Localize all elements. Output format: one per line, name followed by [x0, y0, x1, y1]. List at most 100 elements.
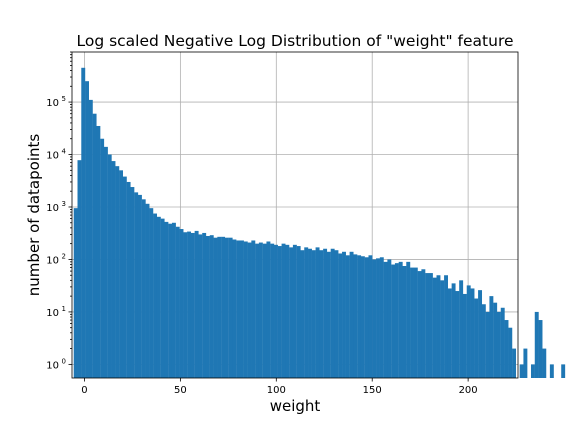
- histogram-bar: [331, 249, 335, 378]
- histogram-bar: [240, 240, 244, 378]
- histogram-bar: [293, 245, 297, 378]
- histogram-bar: [346, 255, 350, 378]
- histogram-bar: [270, 244, 274, 378]
- histogram-bar: [539, 320, 543, 378]
- histogram-bar: [403, 266, 407, 378]
- histogram-bar: [176, 227, 180, 378]
- histogram-bar: [297, 246, 301, 378]
- histogram-bar: [206, 236, 210, 378]
- histogram-bar: [248, 243, 252, 378]
- y-tick-base: 10: [46, 151, 59, 162]
- histogram-bar: [353, 254, 357, 378]
- y-tick-exponent: 0: [62, 357, 66, 365]
- histogram-bar: [157, 217, 161, 378]
- histogram-bar: [74, 208, 78, 378]
- histogram-bar: [357, 255, 361, 378]
- y-tick-exponent: 2: [62, 252, 66, 260]
- histogram-bar: [535, 312, 539, 378]
- histogram-bar: [214, 238, 218, 378]
- histogram-bar: [149, 208, 153, 378]
- histogram-bar: [455, 291, 459, 378]
- histogram-bar: [365, 257, 369, 378]
- histogram-bar: [138, 195, 142, 378]
- y-tick-base: 10: [46, 308, 59, 319]
- histogram-bar: [368, 255, 372, 378]
- histogram-bar: [221, 237, 225, 378]
- histogram-bar: [187, 232, 191, 378]
- histogram-bar: [459, 280, 463, 378]
- histogram-bar: [334, 250, 338, 378]
- histogram-bar: [316, 247, 320, 378]
- histogram-bar: [142, 199, 146, 378]
- histogram-bar: [478, 290, 482, 378]
- histogram-bar: [550, 364, 554, 378]
- histogram-bar: [85, 81, 89, 378]
- histogram-bar: [263, 244, 267, 378]
- histogram-bar: [448, 288, 452, 378]
- histogram-bar: [406, 262, 410, 378]
- histogram-bar: [387, 259, 391, 378]
- histogram-bar: [512, 349, 516, 378]
- histogram-bar: [437, 275, 441, 378]
- histogram-bar: [414, 268, 418, 378]
- histogram-bar: [198, 234, 202, 378]
- histogram-bar: [338, 253, 342, 378]
- y-tick-base: 10: [46, 98, 59, 109]
- histogram-bar: [508, 328, 512, 378]
- histogram-bar: [266, 241, 270, 378]
- histogram-bar: [327, 252, 331, 378]
- histogram-bar: [89, 100, 93, 378]
- histogram-bar: [486, 312, 490, 378]
- histogram-bar: [251, 240, 255, 378]
- histogram-bar: [384, 262, 388, 378]
- histogram-bar: [104, 147, 108, 378]
- histogram-bar: [542, 349, 546, 378]
- histogram-bar: [229, 238, 233, 378]
- histogram-bar: [391, 265, 395, 378]
- x-tick-label: 0: [81, 385, 87, 396]
- histogram-bar: [232, 240, 236, 378]
- histogram-bar: [471, 288, 475, 378]
- y-tick-exponent: 5: [62, 95, 66, 103]
- histogram-bar: [497, 312, 501, 378]
- histogram-bar: [452, 283, 456, 378]
- histogram-bar: [153, 214, 157, 378]
- chart-title: Log scaled Negative Log Distribution of …: [76, 32, 513, 50]
- histogram-bar: [274, 245, 278, 378]
- histogram-bar: [134, 192, 138, 378]
- histogram-bar: [444, 275, 448, 378]
- histogram-bar: [380, 257, 384, 378]
- x-tick-label: 200: [459, 385, 478, 396]
- x-axis-label: weight: [270, 397, 321, 415]
- histogram-bar: [100, 139, 104, 378]
- histogram-bar: [304, 247, 308, 378]
- histogram-bar: [81, 68, 85, 378]
- histogram-bar: [127, 182, 131, 378]
- x-tick-label: 50: [174, 385, 187, 396]
- y-tick-exponent: 1: [62, 305, 66, 313]
- histogram-bar: [319, 250, 323, 378]
- histogram-bar: [278, 246, 282, 378]
- histogram-bar: [342, 252, 346, 378]
- histogram-bar: [115, 166, 119, 378]
- histogram-bar: [489, 296, 493, 378]
- histogram-bar: [433, 278, 437, 378]
- histogram-bar: [410, 268, 414, 378]
- y-tick-base: 10: [46, 360, 59, 371]
- histogram-bar: [225, 238, 229, 378]
- histogram-bar: [191, 233, 195, 378]
- histogram-bar: [323, 249, 327, 378]
- histogram-bar: [505, 320, 509, 378]
- histogram-bar: [308, 249, 312, 378]
- histogram-bar: [180, 229, 184, 378]
- histogram-bar: [429, 273, 433, 378]
- histogram-bar: [421, 269, 425, 378]
- histogram-bar: [130, 187, 134, 378]
- histogram-bar: [531, 364, 535, 378]
- y-axis-label: number of datapoints: [25, 134, 43, 297]
- histogram-bar: [78, 160, 82, 378]
- histogram-bar: [285, 245, 289, 378]
- histogram-bar: [440, 280, 444, 378]
- histogram-bar: [217, 237, 221, 378]
